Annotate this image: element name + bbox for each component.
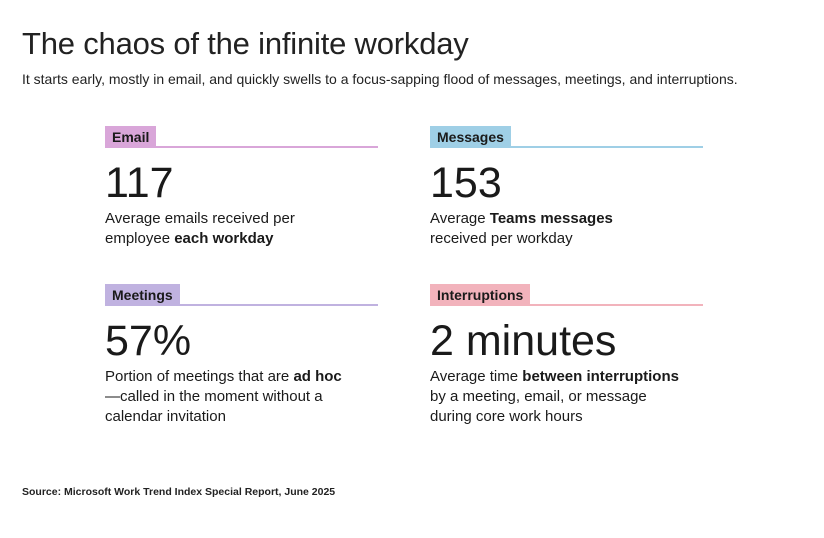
messages-rule [430, 146, 703, 148]
email-description: Average emails received per employee eac… [105, 210, 295, 247]
messages-label: Messages [430, 126, 511, 148]
page-title: The chaos of the infinite workday [22, 26, 469, 61]
meetings-description: Portion of meetings that are ad hoc —cal… [105, 368, 342, 425]
messages-description: Average Teams messages received per work… [430, 210, 613, 247]
page-subtitle: It starts early, mostly in email, and qu… [22, 71, 738, 87]
card-header: Interruptions [430, 284, 703, 308]
email-rule [105, 146, 378, 148]
stat-card-email: Email 117 Average emails received per em… [105, 126, 378, 249]
messages-value: 153 [430, 159, 502, 207]
stat-card-meetings: Meetings 57% Portion of meetings that ar… [105, 284, 378, 427]
card-header: Email [105, 126, 378, 150]
interruptions-label: Interruptions [430, 284, 531, 306]
card-header: Meetings [105, 284, 378, 308]
meetings-label: Meetings [105, 284, 180, 306]
meetings-value: 57% [105, 317, 192, 365]
stat-card-interruptions: Interruptions 2 minutes Average time bet… [430, 284, 703, 427]
interruptions-rule [430, 304, 703, 306]
interruptions-value: 2 minutes [430, 317, 617, 365]
card-header: Messages [430, 126, 703, 150]
meetings-rule [105, 304, 378, 306]
source-note: Source: Microsoft Work Trend Index Speci… [22, 486, 336, 498]
email-label: Email [105, 126, 157, 148]
stat-card-messages: Messages 153 Average Teams messages rece… [430, 126, 703, 249]
interruptions-description: Average time between interruptions by a … [430, 368, 679, 425]
email-value: 117 [105, 159, 174, 207]
